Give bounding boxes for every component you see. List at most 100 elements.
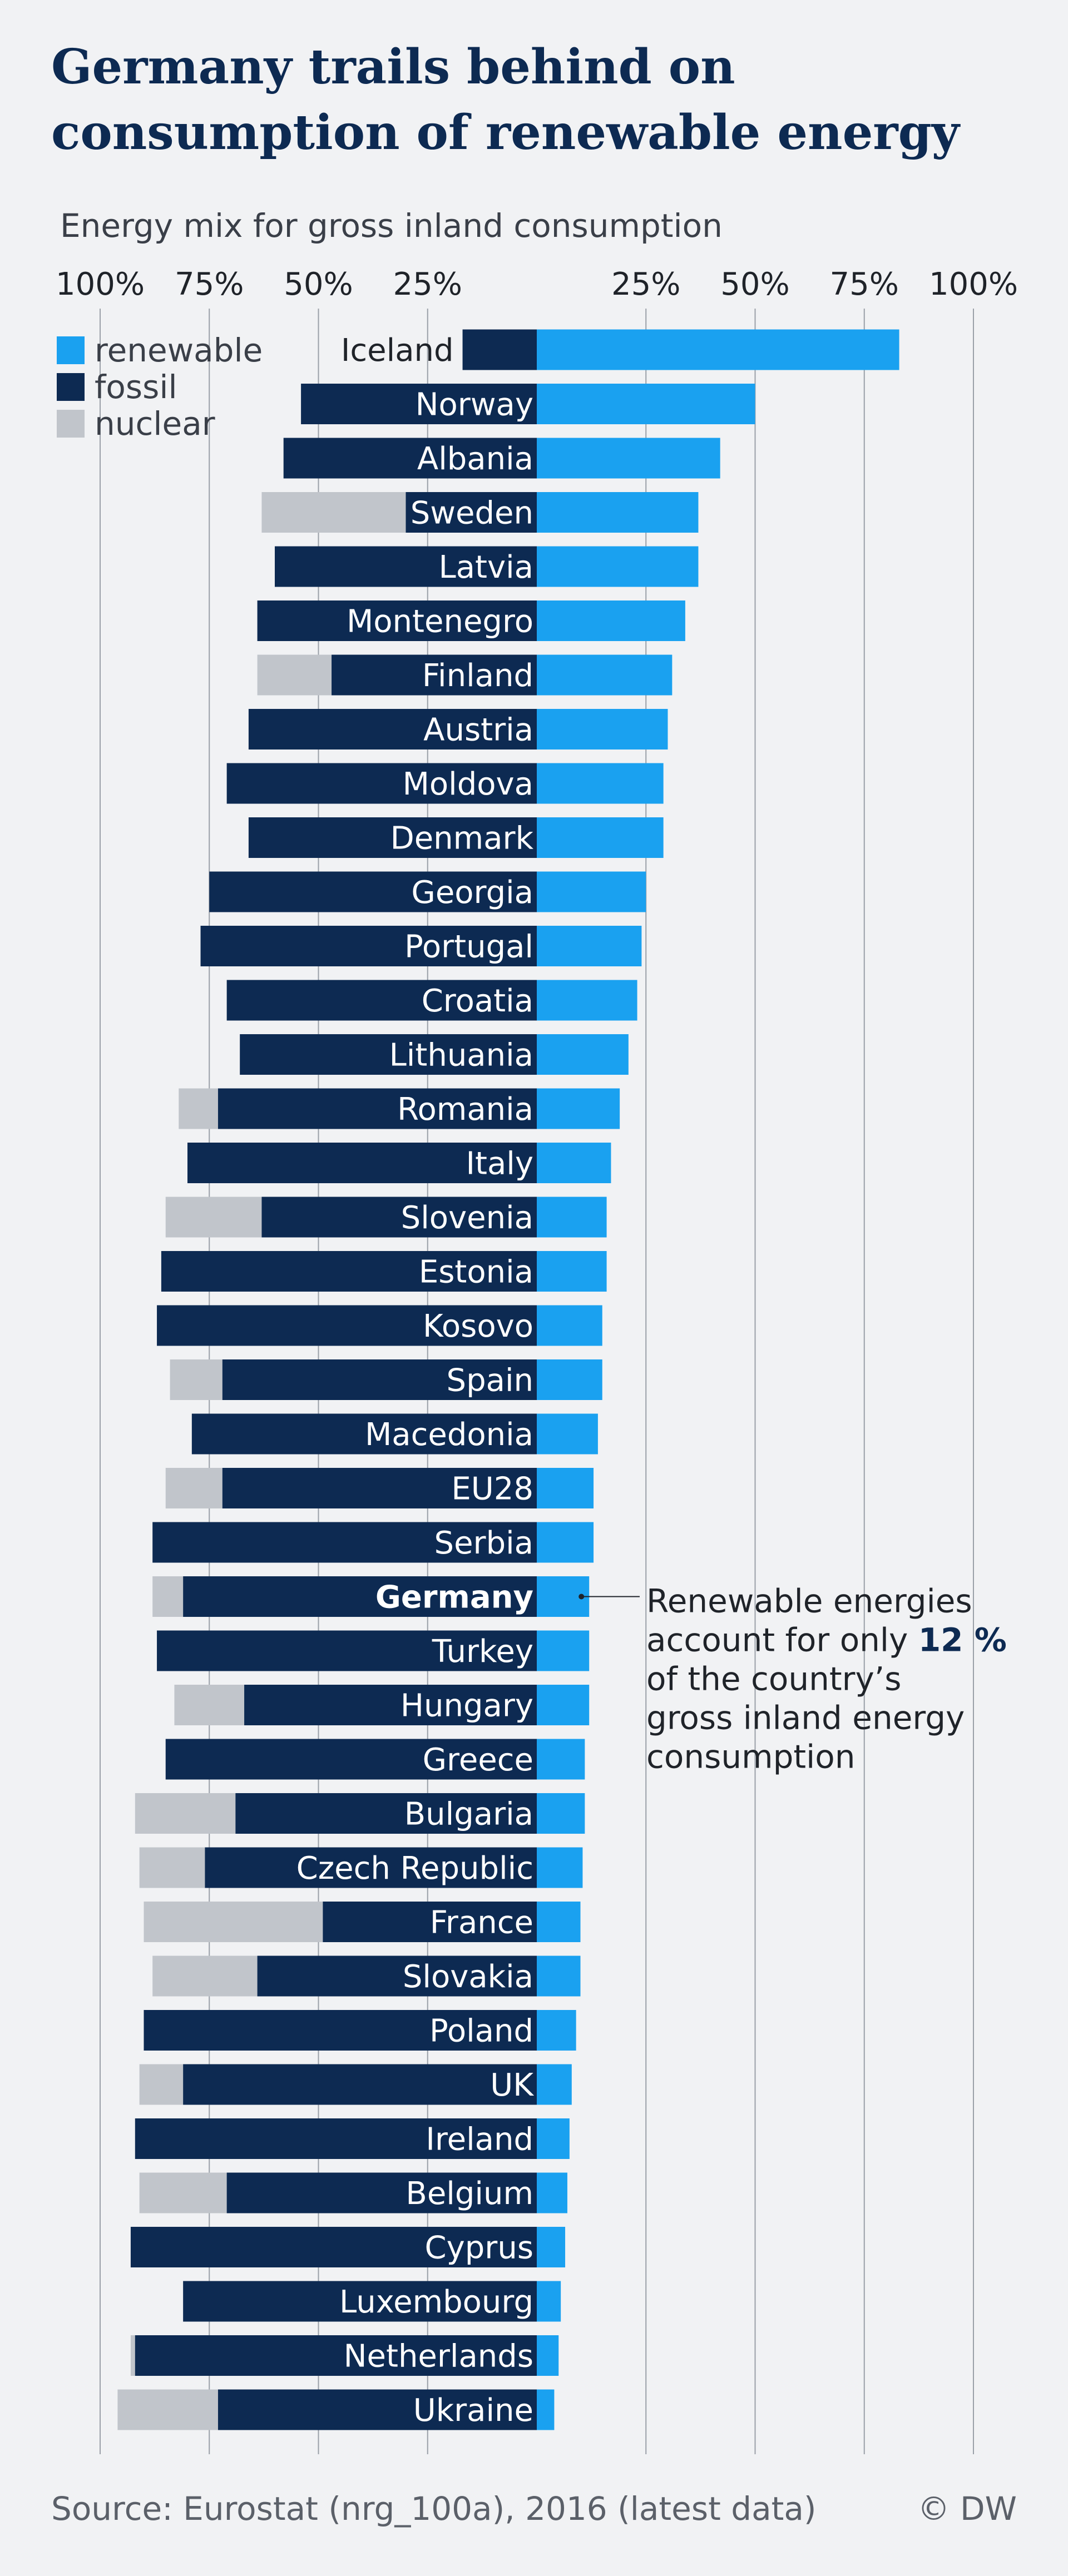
bar-fossil xyxy=(161,1251,537,1292)
bar-renewable xyxy=(537,709,668,750)
bar-nuclear xyxy=(139,1847,205,1888)
bar-renewable xyxy=(537,871,646,912)
chart-subtitle: Energy mix for gross inland consumption xyxy=(60,207,723,245)
annotation-text: Renewable energies account for only 12 % o… xyxy=(646,1582,1007,1776)
bar-renewable xyxy=(537,600,685,641)
bar-renewable xyxy=(537,817,664,858)
axis-tick-label: 75% xyxy=(175,266,244,302)
bar-fossil xyxy=(152,1522,537,1563)
annotation-line: Renewable energies xyxy=(646,1582,972,1620)
bar-nuclear xyxy=(261,492,406,533)
country-label: Kosovo xyxy=(423,1308,533,1344)
country-label: Portugal xyxy=(404,929,533,965)
country-label: Norway xyxy=(416,387,533,423)
bar-fossil xyxy=(157,1305,537,1346)
bar-renewable xyxy=(537,1359,602,1400)
bar-nuclear xyxy=(144,1902,323,1942)
country-label: France xyxy=(430,1905,533,1941)
bar-renewable xyxy=(537,1305,602,1346)
legend-swatch-renewable xyxy=(57,336,85,364)
bar-renewable xyxy=(537,1088,620,1129)
bar-renewable xyxy=(537,2118,570,2159)
country-label: UK xyxy=(490,2067,534,2103)
legend-swatch-nuclear xyxy=(57,410,85,438)
country-label: Poland xyxy=(429,2013,533,2049)
bar-nuclear xyxy=(165,1468,222,1508)
bar-renewable xyxy=(537,1739,585,1780)
country-label: Cyprus xyxy=(425,2230,533,2266)
country-label: Montenegro xyxy=(347,604,533,640)
bar-renewable xyxy=(537,1034,629,1075)
bar-fossil xyxy=(244,1685,537,1725)
bar-fossil xyxy=(165,1739,537,1780)
bar-fossil xyxy=(226,980,537,1021)
bar-fossil xyxy=(187,1143,537,1183)
axis-tick-label: 50% xyxy=(284,266,353,302)
bar-fossil xyxy=(135,2335,537,2376)
bar-nuclear xyxy=(179,1088,218,1129)
bar-renewable xyxy=(537,1902,581,1942)
annotation-dot xyxy=(578,1594,585,1600)
bar-renewable xyxy=(537,980,637,1021)
chart-title: Germany trails behind on consumption of … xyxy=(51,39,960,161)
bar-fossil xyxy=(200,926,537,966)
bar-fossil xyxy=(183,2281,537,2322)
country-label: Slovenia xyxy=(401,1200,533,1236)
country-label: Greece xyxy=(423,1742,533,1778)
bar-nuclear xyxy=(152,1955,258,1997)
country-label: Macedonia xyxy=(365,1417,533,1453)
bar-renewable xyxy=(537,2172,567,2213)
bar-fossil xyxy=(235,1793,537,1834)
bar-nuclear xyxy=(257,654,332,696)
annotation-line: consumption xyxy=(646,1738,856,1776)
bar-renewable xyxy=(537,1251,607,1292)
bar-renewable xyxy=(537,2064,572,2105)
bar-renewable xyxy=(537,438,720,479)
country-label: Moldova xyxy=(403,766,533,802)
country-label: Slovakia xyxy=(403,1959,533,1995)
bar-fossil xyxy=(222,1468,537,1508)
bar-nuclear xyxy=(117,2389,218,2430)
axis-tick-label: 75% xyxy=(830,266,899,302)
annotation-line: account for only xyxy=(646,1621,918,1659)
country-label: Ukraine xyxy=(413,2393,533,2429)
bar-fossil xyxy=(332,654,537,696)
country-label: Denmark xyxy=(390,821,534,857)
country-label: Romania xyxy=(397,1091,533,1128)
country-label: Albania xyxy=(417,441,533,477)
bar-fossil xyxy=(261,1197,537,1238)
bar-fossil xyxy=(248,709,537,750)
bar-renewable xyxy=(537,1955,581,1997)
bar-nuclear xyxy=(139,2064,184,2105)
country-label: Austria xyxy=(423,712,533,748)
bar-renewable xyxy=(537,926,642,966)
legend-label-fossil: fossil xyxy=(95,368,177,406)
country-label: Luxembourg xyxy=(339,2284,533,2320)
dw-credit: © DW xyxy=(917,2490,1017,2528)
legend-swatch-fossil xyxy=(57,373,85,401)
bar-nuclear xyxy=(170,1359,222,1400)
country-label: Georgia xyxy=(411,875,533,911)
bar-renewable xyxy=(537,1413,598,1455)
country-label: Lithuania xyxy=(389,1038,533,1074)
bar-renewable xyxy=(537,492,699,533)
bar-renewable xyxy=(537,1197,607,1238)
bar-renewable xyxy=(537,1847,583,1888)
bar-fossil xyxy=(257,1955,537,1997)
axis-tick-label: 50% xyxy=(720,266,789,302)
bar-fossil xyxy=(209,871,537,912)
bar-nuclear xyxy=(135,1793,236,1834)
bar-fossil xyxy=(323,1902,537,1942)
bar-fossil xyxy=(406,492,537,533)
axis-tick-label: 25% xyxy=(393,266,462,302)
axis-tick-label: 100% xyxy=(56,266,145,302)
bar-fossil xyxy=(191,1413,537,1455)
bar-fossil xyxy=(240,1034,537,1075)
country-label: Italy xyxy=(466,1146,534,1182)
bar-fossil xyxy=(283,438,537,479)
country-label: Netherlands xyxy=(344,2339,533,2375)
bar-fossil xyxy=(301,384,537,424)
bar-fossil xyxy=(462,329,537,370)
country-label: Estonia xyxy=(419,1254,533,1291)
